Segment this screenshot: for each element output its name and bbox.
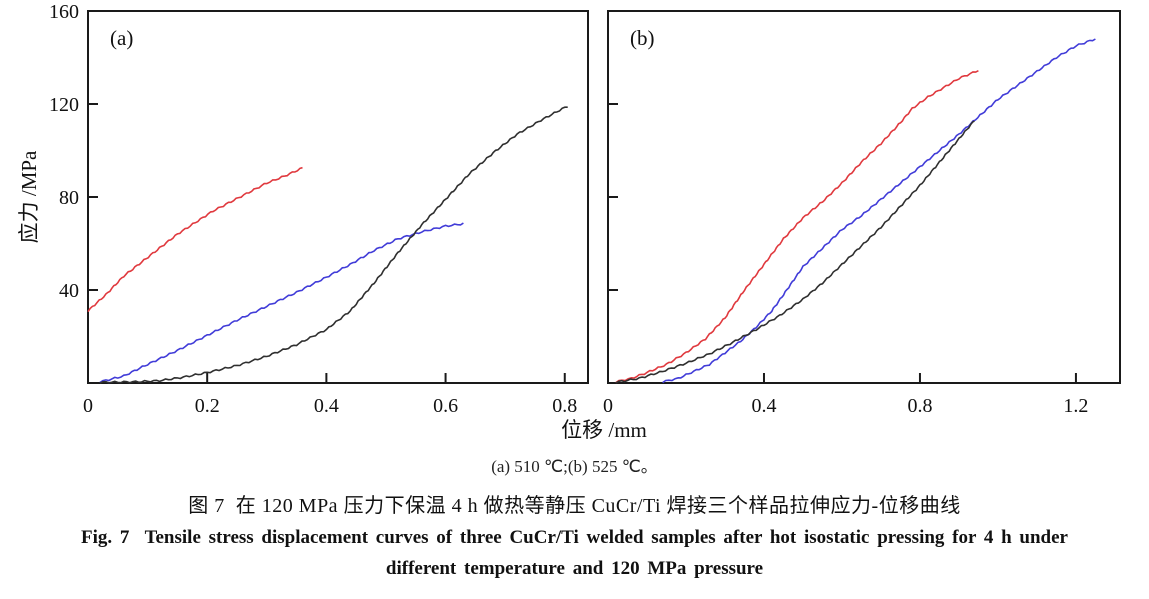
caption-subpanel-temperatures: (a) 510 ℃;(b) 525 ℃。	[491, 457, 658, 476]
curve-sample-blue	[99, 222, 464, 384]
x-tick-label: 0.6	[433, 395, 458, 417]
plot-box-(a)	[87, 10, 589, 384]
caption-chinese: 图 7 在 120 MPa 压力下保温 4 h 做热等静压 CuCr/Ti 焊接…	[188, 495, 961, 517]
x-tick-label: 1.2	[1063, 395, 1088, 417]
x-tick-label: 0.4	[751, 395, 776, 417]
y-tick-label: 160	[49, 1, 79, 23]
caption-english-line2: different temperature and 120 MPa pressu…	[385, 558, 764, 579]
panel-label: (a)	[110, 26, 133, 50]
x-tick-label: 0.2	[195, 395, 220, 417]
y-tick-label: 120	[49, 94, 79, 116]
curve-sample-blue	[662, 38, 1096, 384]
x-tick-label: 0.4	[314, 395, 339, 417]
plot-box-(b)	[607, 10, 1121, 384]
x-tick-label: 0.8	[907, 395, 932, 417]
x-axis-title: 位移 /mm	[561, 418, 647, 442]
curve-sample-black	[99, 106, 568, 384]
curve-sample-red	[615, 69, 979, 384]
x-tick-label: 0	[603, 395, 613, 417]
panel-label: (b)	[630, 26, 655, 50]
curve-sample-red	[87, 166, 303, 313]
caption-english-line1: Fig. 7 Tensile stress displacement curve…	[81, 527, 1068, 548]
y-tick-label: 40	[59, 280, 79, 302]
stress-displacement-chart: 0 0.2 0.4 0.6 0.8 40 80 120 160 (a) 0 0.4 0.8 1.2 (b) 位…	[17, 1, 1121, 442]
y-axis-title: 应力 /MPa	[17, 150, 41, 243]
x-tick-label: 0	[83, 395, 93, 417]
x-tick-label: 0.8	[552, 395, 577, 417]
y-tick-label: 80	[59, 187, 79, 209]
curve-sample-black	[615, 120, 975, 384]
